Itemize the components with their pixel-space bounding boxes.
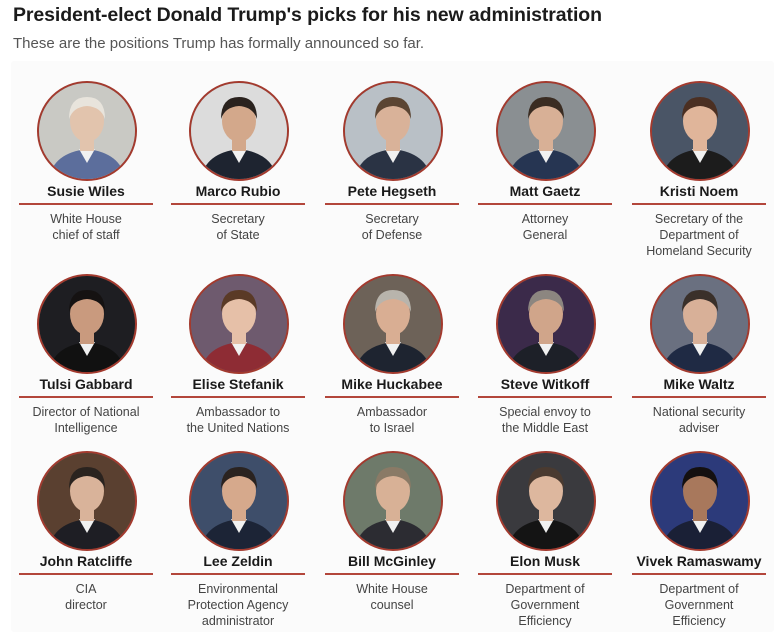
divider-rule: [19, 396, 153, 398]
pick-card: Pete Hegseth Secretary of Defense: [317, 81, 467, 253]
portrait-photo: [496, 274, 596, 374]
pick-card: Lee Zeldin Environmental Protection Agenc…: [163, 451, 313, 628]
divider-rule: [325, 396, 459, 398]
pick-role: Secretary of State: [211, 212, 265, 242]
pick-card: Elon Musk Department of Government Effici…: [470, 451, 620, 628]
divider-rule: [325, 573, 459, 575]
pick-name: Elon Musk: [509, 553, 580, 569]
pick-role: CIA director: [65, 582, 107, 612]
pick-card: Tulsi Gabbard Director of National Intell…: [11, 274, 161, 446]
portrait-photo: [37, 451, 137, 551]
divider-rule: [478, 573, 612, 575]
divider-rule: [171, 573, 305, 575]
pick-role: Special envoy to the Middle East: [499, 405, 591, 435]
pick-role: National security adviser: [652, 405, 746, 435]
divider-rule: [478, 203, 612, 205]
divider-rule: [632, 573, 766, 575]
pick-role: Ambassador to the United Nations: [186, 405, 290, 435]
portrait-photo: [650, 451, 750, 551]
pick-role: White House counsel: [356, 582, 428, 612]
pick-name: Susie Wiles: [47, 183, 125, 199]
pick-name: Pete Hegseth: [347, 183, 437, 199]
portrait-photo: [37, 274, 137, 374]
pick-card: Matt Gaetz Attorney General: [470, 81, 620, 253]
divider-rule: [171, 396, 305, 398]
pick-name: Lee Zeldin: [203, 553, 273, 569]
pick-role: Secretary of the Department of Homeland …: [646, 212, 752, 258]
pick-name: Steve Witkoff: [500, 376, 590, 392]
portrait-photo: [650, 81, 750, 181]
portrait-photo: [189, 451, 289, 551]
portrait-photo: [496, 451, 596, 551]
pick-card: Marco Rubio Secretary of State: [163, 81, 313, 253]
portrait-photo: [650, 274, 750, 374]
pick-role: Director of National Intelligence: [32, 405, 140, 435]
pick-card: Mike Huckabee Ambassador to Israel: [317, 274, 467, 446]
portrait-photo: [343, 451, 443, 551]
pick-card: Elise Stefanik Ambassador to the United N…: [163, 274, 313, 446]
pick-role: Secretary of Defense: [361, 212, 423, 242]
pick-name: Vivek Ramaswamy: [636, 553, 762, 569]
divider-rule: [632, 396, 766, 398]
pick-role: Environmental Protection Agency administ…: [187, 582, 289, 628]
pick-card: Kristi Noem Secretary of the Department o…: [624, 81, 774, 258]
divider-rule: [632, 203, 766, 205]
page-subtitle: These are the positions Trump has formal…: [13, 35, 425, 52]
pick-role: White House chief of staff: [50, 212, 122, 242]
pick-card: Susie Wiles White House chief of staff: [11, 81, 161, 253]
portrait-photo: [189, 81, 289, 181]
pick-role: Ambassador to Israel: [356, 405, 428, 435]
pick-name: Mike Huckabee: [341, 376, 443, 392]
pick-name: Marco Rubio: [195, 183, 281, 199]
portrait-photo: [343, 274, 443, 374]
pick-name: John Ratcliffe: [39, 553, 133, 569]
pick-name: Elise Stefanik: [192, 376, 284, 392]
pick-name: Bill McGinley: [348, 553, 436, 569]
pick-name: Kristi Noem: [659, 183, 739, 199]
pick-card: Steve Witkoff Special envoy to the Middle…: [470, 274, 620, 446]
pick-name: Tulsi Gabbard: [39, 376, 133, 392]
pick-card: John Ratcliffe CIA director: [11, 451, 161, 623]
page-title: President-elect Donald Trump's picks for…: [13, 4, 602, 26]
divider-rule: [19, 203, 153, 205]
divider-rule: [478, 396, 612, 398]
divider-rule: [171, 203, 305, 205]
pick-name: Matt Gaetz: [509, 183, 581, 199]
portrait-photo: [189, 274, 289, 374]
portrait-photo: [343, 81, 443, 181]
pick-role: Attorney General: [521, 212, 569, 242]
pick-card: Bill McGinley White House counsel: [317, 451, 467, 623]
pick-card: Vivek Ramaswamy Department of Government …: [624, 451, 774, 628]
portrait-photo: [496, 81, 596, 181]
divider-rule: [325, 203, 459, 205]
pick-name: Mike Waltz: [663, 376, 735, 392]
pick-role: Department of Government Efficiency: [505, 582, 585, 628]
portrait-photo: [37, 81, 137, 181]
pick-role: Department of Government Efficiency: [659, 582, 739, 628]
divider-rule: [19, 573, 153, 575]
pick-card: Mike Waltz National security adviser: [624, 274, 774, 446]
